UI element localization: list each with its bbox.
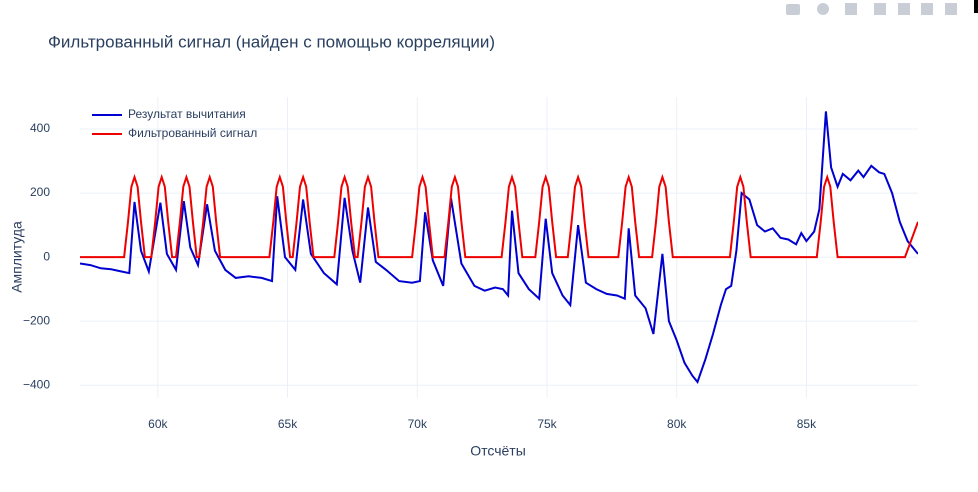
legend-label: Фильтрованный сигнал bbox=[128, 126, 257, 140]
y-tick-label: −200 bbox=[23, 313, 50, 327]
x-tick-label: 85k bbox=[797, 417, 817, 431]
legend: Результат вычитания Фильтрованный сигнал bbox=[92, 107, 257, 140]
y-tick-label: 400 bbox=[30, 121, 50, 135]
grid bbox=[80, 97, 918, 398]
zoom-icon[interactable] bbox=[817, 3, 829, 15]
series-line bbox=[80, 111, 918, 385]
y-tick-label: 200 bbox=[30, 185, 50, 199]
reset-icon[interactable] bbox=[945, 3, 957, 15]
chart-title: Фильтрованный сигнал (найден с помощью к… bbox=[48, 32, 495, 51]
zoom-out-icon[interactable] bbox=[898, 3, 910, 15]
zoom-in-icon[interactable] bbox=[874, 3, 886, 15]
modebar[interactable] bbox=[786, 3, 957, 15]
series-line bbox=[80, 173, 918, 259]
autoscale-icon[interactable] bbox=[921, 3, 933, 15]
edge-bar bbox=[974, 0, 978, 13]
x-tick-label: 60k bbox=[148, 417, 168, 431]
pan-icon[interactable] bbox=[845, 3, 857, 15]
legend-label: Результат вычитания bbox=[128, 107, 246, 121]
x-tick-label: 70k bbox=[408, 417, 428, 431]
x-tick-label: 65k bbox=[278, 417, 298, 431]
x-tick-label: 80k bbox=[667, 417, 687, 431]
y-tick-label: −400 bbox=[23, 377, 50, 391]
camera-icon[interactable] bbox=[786, 4, 800, 15]
x-tick-label: 75k bbox=[537, 417, 557, 431]
plot-area bbox=[80, 111, 918, 385]
x-axis-title: Отсчёты bbox=[470, 443, 526, 459]
y-tick-label: 0 bbox=[43, 249, 50, 263]
y-axis-title: Амплитуда bbox=[9, 221, 25, 293]
